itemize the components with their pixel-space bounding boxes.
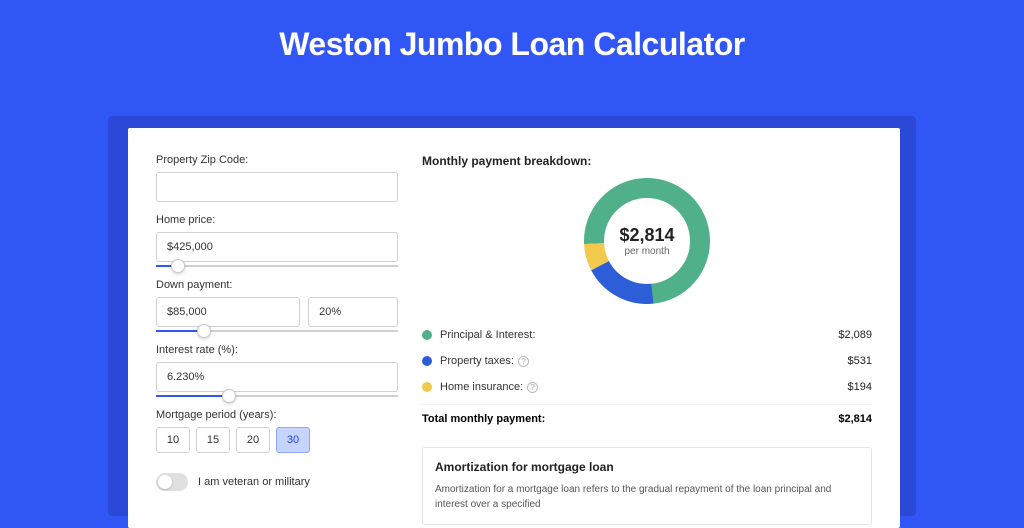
- breakdown-column: Monthly payment breakdown: $2,814 per mo…: [422, 154, 872, 502]
- legend-dot: [422, 356, 432, 366]
- interest-input[interactable]: [156, 362, 398, 392]
- amortization-title: Amortization for mortgage loan: [435, 460, 859, 474]
- slider-fill: [156, 395, 229, 397]
- down-payment-input[interactable]: [156, 297, 300, 327]
- total-label: Total monthly payment:: [422, 413, 838, 425]
- down-payment-label: Down payment:: [156, 279, 398, 291]
- breakdown-item: Property taxes:?$531: [422, 348, 872, 374]
- home-price-slider[interactable]: [156, 265, 398, 267]
- form-column: Property Zip Code: Home price: Down paym…: [156, 154, 398, 502]
- slider-thumb[interactable]: [171, 259, 185, 273]
- page-title: Weston Jumbo Loan Calculator: [0, 0, 1024, 77]
- donut-amount: $2,814: [619, 225, 674, 246]
- amortization-box: Amortization for mortgage loan Amortizat…: [422, 447, 872, 525]
- amortization-text: Amortization for a mortgage loan refers …: [435, 482, 859, 512]
- breakdown-label: Home insurance:?: [440, 381, 848, 393]
- breakdown-item: Principal & Interest:$2,089: [422, 322, 872, 348]
- period-buttons: 10152030: [156, 427, 398, 453]
- zip-field: Property Zip Code:: [156, 154, 398, 202]
- total-row: Total monthly payment: $2,814: [422, 404, 872, 433]
- period-btn-30[interactable]: 30: [276, 427, 310, 453]
- breakdown-value: $2,089: [838, 329, 872, 341]
- calculator-panel: Property Zip Code: Home price: Down paym…: [128, 128, 900, 528]
- breakdown-value: $194: [848, 381, 872, 393]
- total-value: $2,814: [838, 413, 872, 425]
- slider-thumb[interactable]: [222, 389, 236, 403]
- down-payment-slider[interactable]: [156, 330, 398, 332]
- period-btn-10[interactable]: 10: [156, 427, 190, 453]
- period-btn-15[interactable]: 15: [196, 427, 230, 453]
- donut-sub: per month: [619, 246, 674, 257]
- breakdown-item: Home insurance:?$194: [422, 374, 872, 400]
- breakdown-title: Monthly payment breakdown:: [422, 154, 872, 168]
- interest-label: Interest rate (%):: [156, 344, 398, 356]
- home-price-label: Home price:: [156, 214, 398, 226]
- donut-chart: $2,814 per month: [422, 178, 872, 304]
- zip-input[interactable]: [156, 172, 398, 202]
- breakdown-label: Principal & Interest:: [440, 329, 838, 341]
- toggle-knob: [158, 475, 172, 489]
- breakdown-label: Property taxes:?: [440, 355, 848, 367]
- donut-center: $2,814 per month: [619, 225, 674, 257]
- down-payment-pct-input[interactable]: [308, 297, 398, 327]
- zip-label: Property Zip Code:: [156, 154, 398, 166]
- veteran-label: I am veteran or military: [198, 476, 310, 488]
- breakdown-value: $531: [848, 355, 872, 367]
- home-price-field: Home price:: [156, 214, 398, 267]
- slider-thumb[interactable]: [197, 324, 211, 338]
- line-items: Principal & Interest:$2,089Property taxe…: [422, 322, 872, 400]
- down-payment-field: Down payment:: [156, 279, 398, 332]
- interest-slider[interactable]: [156, 395, 398, 397]
- legend-dot: [422, 330, 432, 340]
- period-label: Mortgage period (years):: [156, 409, 398, 421]
- info-icon[interactable]: ?: [518, 356, 529, 367]
- home-price-input[interactable]: [156, 232, 398, 262]
- period-field: Mortgage period (years): 10152030: [156, 409, 398, 453]
- legend-dot: [422, 382, 432, 392]
- veteran-row: I am veteran or military: [156, 473, 398, 491]
- veteran-toggle[interactable]: [156, 473, 188, 491]
- interest-field: Interest rate (%):: [156, 344, 398, 397]
- period-btn-20[interactable]: 20: [236, 427, 270, 453]
- info-icon[interactable]: ?: [527, 382, 538, 393]
